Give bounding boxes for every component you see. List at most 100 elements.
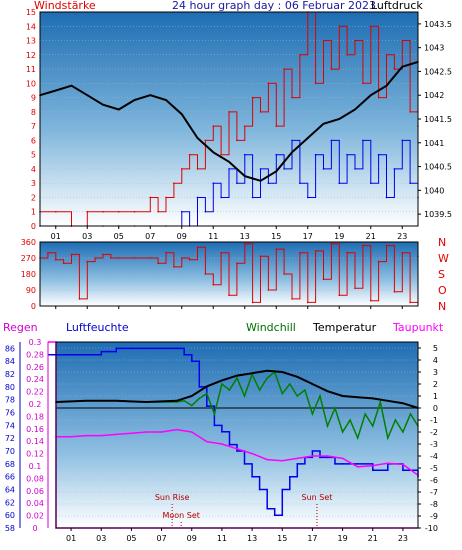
wind-point [267, 82, 270, 85]
climate-point [319, 456, 321, 459]
regen-tick-label: 0.02 [26, 512, 44, 521]
wind-point [377, 153, 380, 156]
temp-tick-label: 3 [433, 368, 438, 377]
windchill-label: Windchill [246, 321, 296, 334]
climate-point [251, 452, 253, 455]
humidity-tick-label: 76 [5, 409, 15, 418]
wind-point [149, 94, 152, 97]
direction-point [393, 290, 396, 293]
climate-point [402, 402, 404, 405]
wind-point [173, 182, 175, 184]
direction-point [354, 287, 356, 290]
temp-tick-label: 0 [433, 404, 438, 413]
climate-point [387, 400, 389, 402]
astro-annotation-label: Moon Set [162, 511, 199, 520]
climate-point [206, 385, 208, 388]
wind-series-windböen [40, 139, 419, 227]
direction-point [157, 262, 159, 265]
climate-point [326, 456, 329, 459]
wind-right-label: Luftdruck [371, 0, 423, 12]
regen-tick-label: 0.14 [26, 437, 44, 446]
climate-x-tick-label: 13 [247, 534, 257, 543]
climate-point [326, 425, 329, 427]
direction-point [180, 257, 183, 259]
direction-point [236, 262, 238, 265]
wind-point [306, 196, 309, 199]
luftfeuchte-label: Luftfeuchte [66, 321, 129, 334]
climate-point [258, 389, 261, 391]
wind-point [401, 65, 404, 68]
climate-point [281, 371, 284, 373]
climate-point [334, 463, 336, 465]
climate-point [371, 469, 374, 472]
wind-point [338, 118, 341, 120]
wind-point [369, 25, 372, 28]
climate-point [311, 450, 314, 452]
climate-x-tick-label: 15 [277, 534, 287, 543]
climate-point [221, 430, 223, 433]
wind-x-tick-label: 23 [397, 232, 407, 241]
climate-point [288, 383, 291, 385]
wind-left-tick-label: 10 [26, 79, 36, 88]
direction-point [314, 250, 317, 252]
direction-point [94, 257, 96, 259]
wind-point [236, 139, 238, 142]
regen-tick-label: 0.1 [29, 462, 42, 471]
climate-point [409, 413, 412, 415]
climate-point [228, 443, 231, 446]
direction-point [102, 253, 104, 256]
direction-left-tick-label: 90 [26, 286, 36, 295]
wind-point [330, 68, 333, 70]
climate-point [70, 436, 72, 438]
regen-tick-label: 0.22 [26, 388, 44, 397]
wind-point [133, 210, 136, 213]
wind-left-tick-label: 7 [31, 122, 36, 131]
direction-point [275, 248, 278, 250]
wind-point [243, 153, 246, 156]
wind-point [322, 122, 325, 125]
climate-point [371, 464, 374, 467]
climate-point [213, 424, 216, 427]
wind-point [86, 94, 89, 97]
wind-point [314, 153, 317, 156]
wind-point [314, 82, 317, 85]
wind-right-tick-label: 1042 [424, 91, 444, 100]
direction-point [377, 260, 380, 263]
direction-compass-label: W [438, 252, 449, 265]
wind-left-tick-label: 11 [26, 65, 36, 74]
direction-point [188, 258, 191, 261]
wind-point [338, 25, 341, 28]
climate-point [206, 392, 208, 395]
direction-point [401, 251, 404, 254]
temp-tick-label: -10 [425, 524, 438, 533]
direction-compass-label: S [438, 268, 445, 281]
wind-left-tick-label: 9 [31, 94, 36, 103]
wind-point [291, 96, 293, 99]
wind-point [180, 113, 183, 116]
wind-point [409, 182, 411, 184]
wind-right-tick-label: 1039.5 [424, 210, 452, 219]
wind-left-tick-label: 15 [26, 8, 36, 17]
regen-tick-label: 0.06 [26, 487, 44, 496]
climate-point [243, 395, 246, 397]
climate-x-tick-label: 05 [126, 534, 136, 543]
wind-point [259, 111, 262, 113]
wind-right-tick-label: 1041 [424, 139, 444, 148]
climate-point [100, 350, 103, 353]
climate-point [326, 390, 329, 393]
temp-tick-label: -1 [430, 416, 438, 425]
direction-point [228, 294, 230, 297]
wind-point [196, 168, 199, 170]
humidity-tick-label: 58 [5, 524, 15, 533]
climate-point [100, 434, 103, 437]
climate-point [273, 514, 276, 516]
direction-left-tick-label: 180 [21, 270, 36, 279]
wind-left-tick-label: 12 [26, 51, 36, 60]
climate-point [190, 404, 193, 407]
climate-point [296, 463, 299, 465]
direction-point [299, 251, 301, 254]
climate-point [296, 457, 299, 460]
direction-point [165, 251, 167, 254]
climate-point [341, 463, 344, 465]
